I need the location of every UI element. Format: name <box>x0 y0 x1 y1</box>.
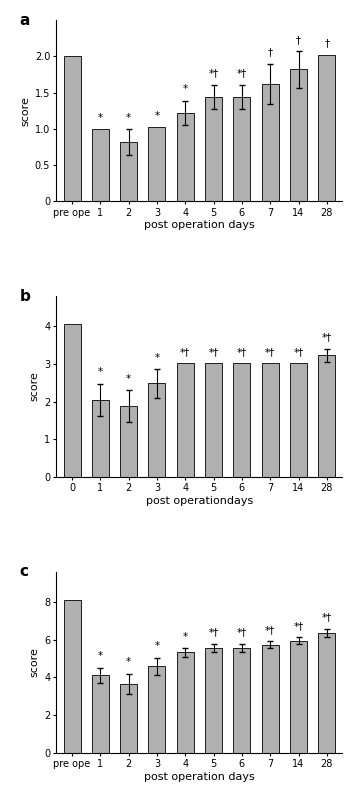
Bar <box>290 363 307 477</box>
Bar <box>149 127 166 201</box>
Text: *†: *† <box>265 625 275 635</box>
Bar <box>64 600 80 753</box>
Text: *: * <box>183 84 188 95</box>
Text: *: * <box>154 352 160 363</box>
Text: c: c <box>19 564 28 579</box>
Text: a: a <box>19 13 30 28</box>
Bar <box>233 363 250 477</box>
Bar <box>233 97 250 201</box>
Text: *†: *† <box>237 627 247 638</box>
Text: *: * <box>98 368 103 377</box>
Text: *: * <box>98 112 103 123</box>
Bar <box>318 54 335 201</box>
Bar <box>205 363 222 477</box>
Bar <box>64 56 80 201</box>
Y-axis label: score: score <box>21 96 31 126</box>
Bar <box>262 645 279 753</box>
Text: *: * <box>126 658 131 667</box>
Text: *: * <box>126 112 131 123</box>
Bar <box>262 84 279 201</box>
Bar <box>92 675 109 753</box>
Text: *†: *† <box>293 347 304 356</box>
X-axis label: post operation days: post operation days <box>144 220 255 231</box>
Y-axis label: score: score <box>30 647 40 677</box>
Text: *†: *† <box>322 332 332 342</box>
Bar <box>205 97 222 201</box>
Text: *†: *† <box>180 347 190 356</box>
Text: *†: *† <box>209 68 219 78</box>
Bar <box>233 648 250 753</box>
Bar <box>262 363 279 477</box>
Bar <box>290 641 307 753</box>
Bar <box>177 363 194 477</box>
Text: *†: *† <box>322 613 332 622</box>
Bar <box>149 384 166 477</box>
Text: †: † <box>296 35 301 45</box>
Text: *†: *† <box>209 347 219 356</box>
Text: *†: *† <box>265 347 275 356</box>
Bar <box>120 142 137 201</box>
Bar <box>205 648 222 753</box>
Text: b: b <box>19 288 30 304</box>
X-axis label: post operationdays: post operationdays <box>146 496 253 506</box>
Text: *: * <box>154 641 160 651</box>
Bar <box>92 400 109 477</box>
Bar <box>177 113 194 201</box>
Text: *†: *† <box>237 347 247 356</box>
Text: *: * <box>98 651 103 661</box>
Bar <box>120 684 137 753</box>
Text: *†: *† <box>293 621 304 630</box>
Text: †: † <box>324 38 329 49</box>
Bar <box>149 666 166 753</box>
Text: *: * <box>126 374 131 384</box>
Text: †: † <box>268 47 273 57</box>
Bar <box>318 356 335 477</box>
Text: *: * <box>154 111 160 121</box>
Bar <box>64 324 80 477</box>
Text: *†: *† <box>237 68 247 78</box>
Bar <box>120 406 137 477</box>
Text: *†: *† <box>209 627 219 638</box>
Y-axis label: score: score <box>30 372 40 401</box>
Bar <box>177 652 194 753</box>
X-axis label: post operation days: post operation days <box>144 772 255 782</box>
Bar <box>92 129 109 201</box>
Text: *: * <box>183 632 188 642</box>
Bar <box>290 70 307 201</box>
Bar <box>318 633 335 753</box>
